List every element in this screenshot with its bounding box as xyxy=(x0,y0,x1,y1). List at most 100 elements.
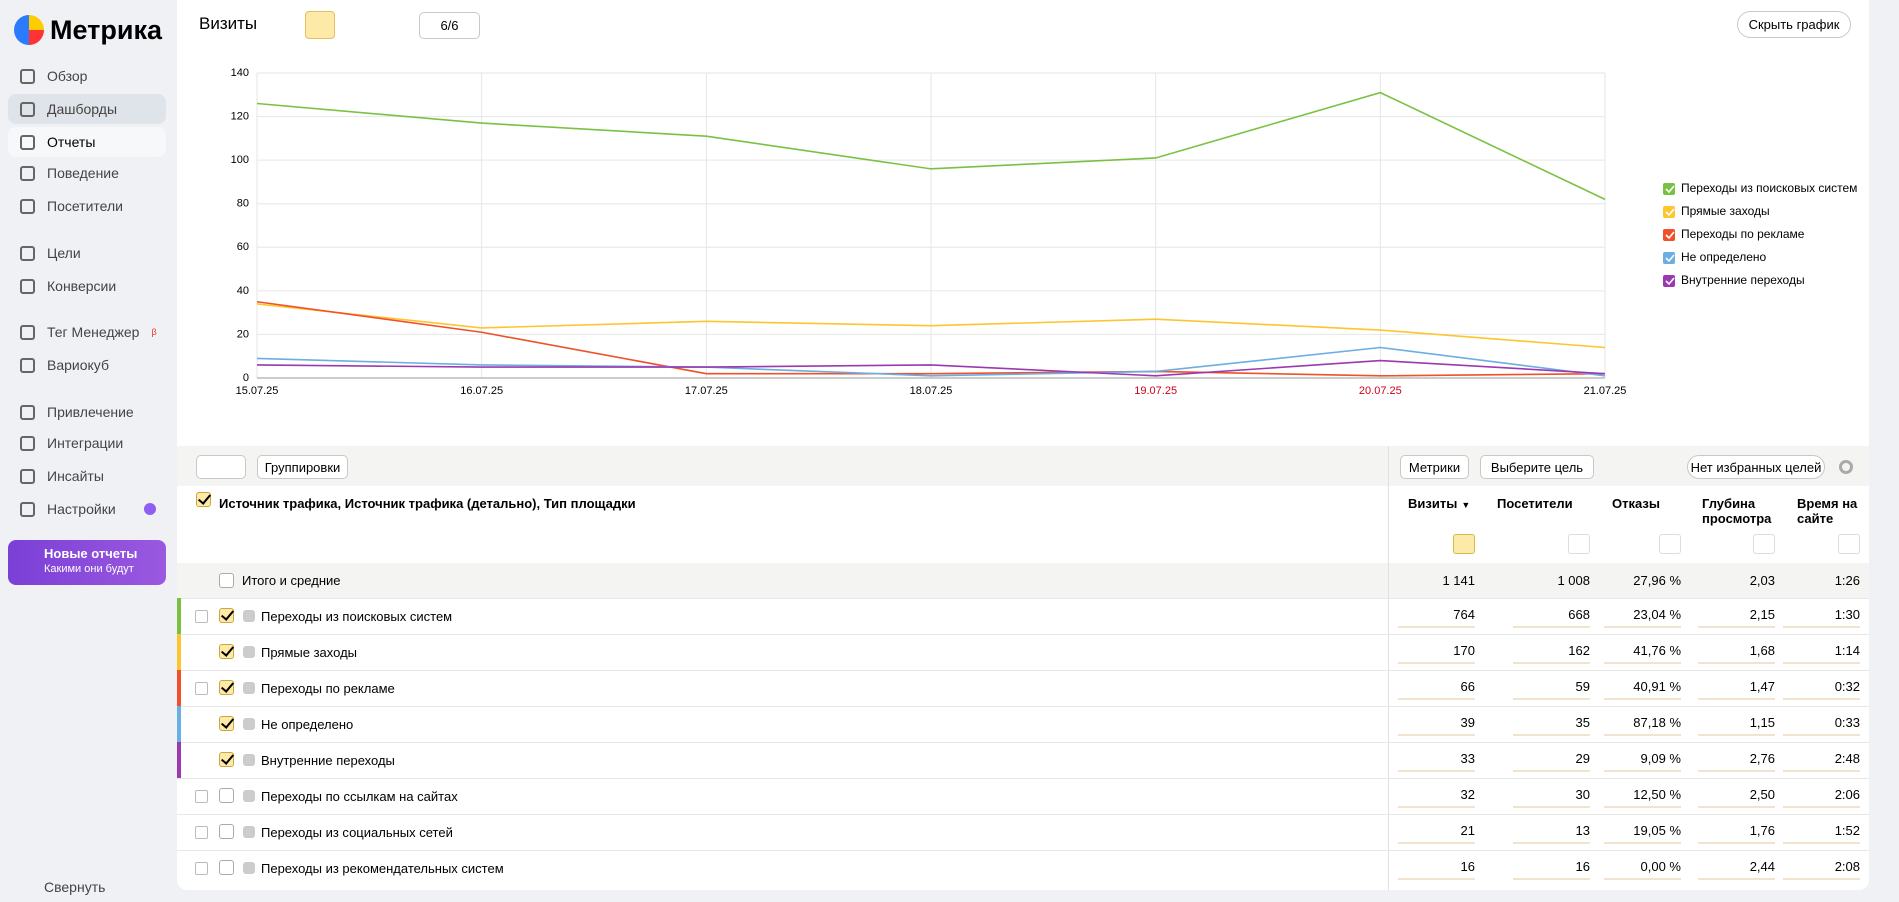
settings-gear[interactable] xyxy=(1839,460,1853,474)
nav-item[interactable]: Инсайты xyxy=(8,461,166,491)
nav-item[interactable]: Посетители xyxy=(8,191,166,221)
row-value: 2:06 xyxy=(1834,787,1860,802)
row-label[interactable]: Не определено xyxy=(261,717,354,732)
row-label[interactable]: Прямые заходы xyxy=(261,645,358,660)
value-track xyxy=(1604,842,1681,844)
nav-item[interactable]: Цели xyxy=(8,238,166,268)
row-divider xyxy=(177,706,1869,707)
nav-icon xyxy=(20,101,35,117)
promo[interactable]: Новые отчеты Какими они будут xyxy=(8,540,166,585)
row-checkbox[interactable] xyxy=(219,788,234,803)
row-value: 1,47 xyxy=(1749,679,1775,694)
column-view-buttons[interactable] xyxy=(1453,534,1475,554)
nav-item[interactable]: Тег Менеджер β xyxy=(8,317,166,347)
column-header[interactable]: Посетители xyxy=(1497,496,1594,511)
value-track xyxy=(1698,626,1775,628)
nav-item[interactable]: Настройки xyxy=(8,494,166,524)
nav-item[interactable]: Интеграции xyxy=(8,428,166,458)
nav-item[interactable]: Привлечение xyxy=(8,397,166,427)
expand-button[interactable] xyxy=(195,862,208,875)
nav-item[interactable]: Дашборды xyxy=(8,94,166,124)
nav-icon xyxy=(20,404,35,420)
x-tick-label: 17.07.25 xyxy=(685,385,728,397)
row-checkbox[interactable] xyxy=(219,608,234,623)
row-checkbox[interactable] xyxy=(219,644,234,659)
expand-button[interactable] xyxy=(195,826,208,839)
y-tick-label: 140 xyxy=(231,67,249,79)
row-label[interactable]: Переходы из социальных сетей xyxy=(261,825,453,840)
header-checkbox[interactable] xyxy=(196,492,211,507)
column-header[interactable]: Глубина просмотра xyxy=(1702,496,1779,526)
column-header[interactable]: Визиты ▼ xyxy=(1408,496,1479,513)
row-checkbox[interactable] xyxy=(219,860,234,875)
legend-label: Прямые заходы xyxy=(1681,204,1770,218)
row-checkbox[interactable] xyxy=(219,680,234,695)
nav-item[interactable]: Обзор xyxy=(8,61,166,91)
column-header[interactable]: Время на сайте xyxy=(1797,496,1864,526)
value-track xyxy=(1783,698,1860,700)
legend-swatch xyxy=(1663,229,1675,241)
row-color xyxy=(177,670,181,706)
nav-icon xyxy=(20,68,35,84)
row-icon xyxy=(243,682,255,694)
expand-button[interactable] xyxy=(195,790,208,803)
legend-label: Не определено xyxy=(1681,250,1767,264)
favorites-button[interactable]: Нет избранных целей xyxy=(1687,455,1825,479)
nav-icon xyxy=(20,357,35,373)
column-view-buttons[interactable] xyxy=(1659,534,1681,554)
nav-label: Вариокуб xyxy=(47,357,109,373)
row-value: 13 xyxy=(1575,823,1590,838)
row-value: 1:14 xyxy=(1834,643,1860,658)
x-tick-label: 21.07.25 xyxy=(1584,385,1627,397)
total-value: 1 141 xyxy=(1442,573,1475,588)
x-tick-label: 15.07.25 xyxy=(236,385,279,397)
row-value: 40,91 % xyxy=(1633,679,1681,694)
row-label[interactable]: Переходы по ссылкам на сайтах xyxy=(261,789,458,804)
chart-mode-button[interactable] xyxy=(305,11,335,39)
row-checkbox[interactable] xyxy=(219,824,234,839)
expand-button[interactable] xyxy=(195,682,208,695)
view-toggle[interactable] xyxy=(196,455,246,479)
nav-item[interactable]: Поведение xyxy=(8,158,166,188)
nav-icon xyxy=(20,501,35,517)
row-label[interactable]: Переходы по рекламе xyxy=(261,681,395,696)
logo: Метрика xyxy=(14,12,162,48)
column-view-buttons[interactable] xyxy=(1753,534,1775,554)
collapse[interactable]: Свернуть xyxy=(44,879,106,895)
row-value: 19,05 % xyxy=(1633,823,1681,838)
row-divider xyxy=(177,670,1869,671)
column-view-buttons[interactable] xyxy=(1568,534,1590,554)
row-checkbox[interactable] xyxy=(219,752,234,767)
value-track xyxy=(1698,770,1775,772)
value-track xyxy=(1604,806,1681,808)
row-value: 2:48 xyxy=(1834,751,1860,766)
hide-chart-button[interactable]: Скрыть график xyxy=(1737,11,1851,38)
row-divider xyxy=(177,778,1869,779)
legend-swatch xyxy=(1663,206,1675,218)
column-view-buttons[interactable] xyxy=(1838,534,1860,554)
groupings-button[interactable]: Группировки xyxy=(257,455,348,479)
value-track xyxy=(1783,734,1860,736)
goal-select[interactable]: Выберите цель xyxy=(1480,455,1594,479)
total-checkbox[interactable] xyxy=(219,573,234,588)
row-label[interactable]: Внутренние переходы xyxy=(261,753,395,768)
nav-icon xyxy=(20,198,35,214)
metrics-button[interactable]: Метрики xyxy=(1400,455,1469,479)
row-checkbox[interactable] xyxy=(219,716,234,731)
y-tick-label: 20 xyxy=(237,328,249,340)
y-tick-label: 120 xyxy=(231,110,249,122)
row-label[interactable]: Переходы из поисковых систем xyxy=(261,609,453,624)
nav-item[interactable]: Отчеты xyxy=(8,127,166,157)
nav-item[interactable]: Вариокуб xyxy=(8,350,166,380)
nav-item[interactable]: Конверсии xyxy=(8,271,166,301)
nav-icon xyxy=(20,278,35,294)
column-header[interactable]: Отказы xyxy=(1612,496,1685,511)
annotations-button[interactable]: 6/6 xyxy=(419,12,480,39)
expand-button[interactable] xyxy=(195,610,208,623)
row-value: 59 xyxy=(1575,679,1590,694)
row-value: 1:30 xyxy=(1834,607,1860,622)
nav-label: Конверсии xyxy=(47,278,117,294)
row-label[interactable]: Переходы из рекомендательных систем xyxy=(261,861,504,876)
series-line xyxy=(256,359,1606,377)
row-value: 2,50 xyxy=(1749,787,1775,802)
